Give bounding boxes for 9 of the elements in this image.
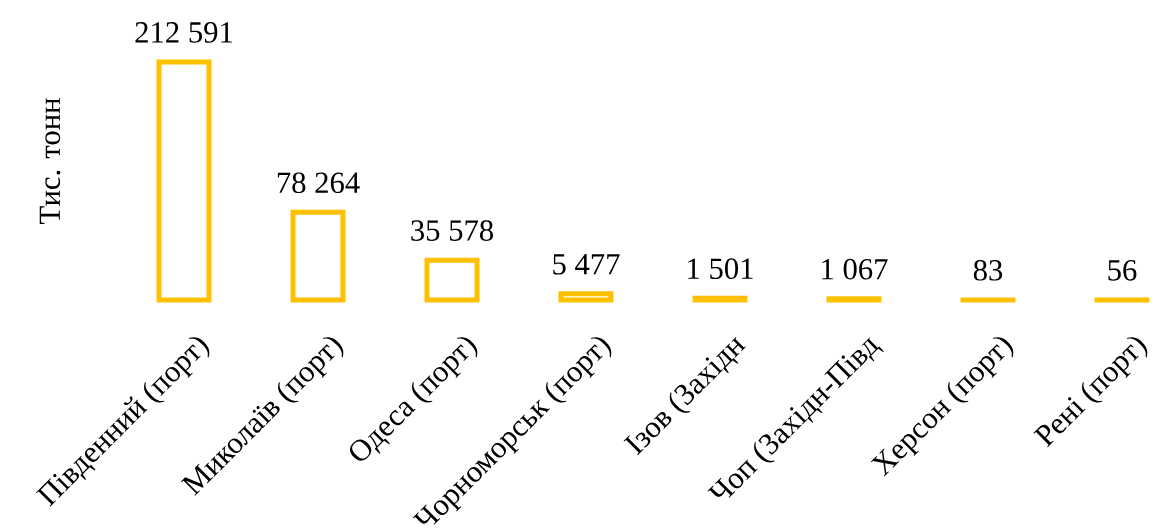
data-label: 1 067	[822, 258, 888, 280]
data-label: 83	[973, 259, 1003, 281]
data-label: 35 578	[411, 220, 494, 241]
data-label: 1 501	[688, 258, 753, 280]
y-axis-title: Тис. тонн	[39, 98, 61, 224]
data-label: 56	[1108, 260, 1137, 281]
data-label: 5 477	[553, 254, 620, 275]
data-label: 78 264	[277, 172, 360, 194]
data-label: 212 591	[135, 22, 232, 43]
